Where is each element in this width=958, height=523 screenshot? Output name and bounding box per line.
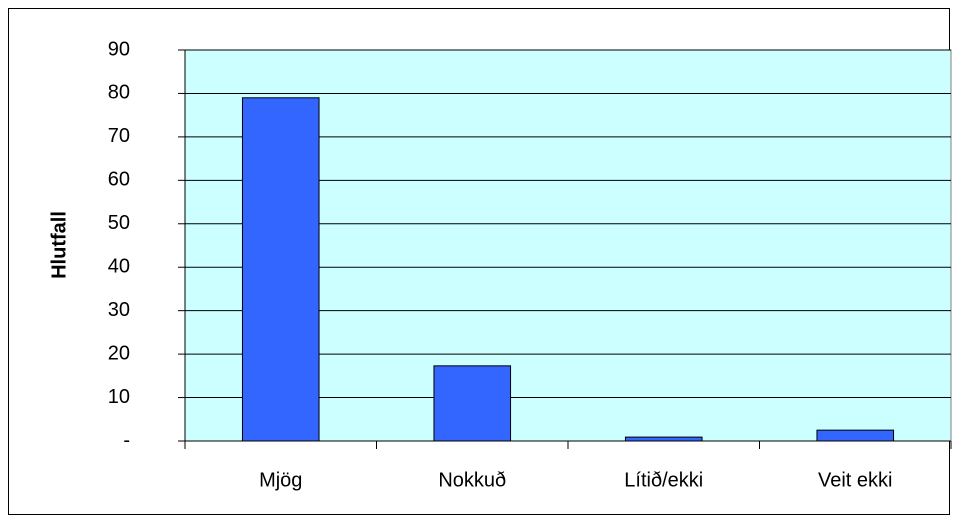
y-tick-label: 80 — [108, 82, 130, 104]
y-tick-label: 30 — [108, 299, 130, 321]
y-tick-label: 90 — [108, 38, 130, 60]
bar — [816, 429, 895, 442]
x-tick-label: Lítið/ekki — [624, 469, 703, 491]
y-tick-label: 60 — [108, 169, 130, 191]
x-tick-label: Mjög — [259, 469, 302, 491]
y-tick-label: 50 — [108, 212, 130, 234]
y-axis-label: Hlutfall — [48, 211, 70, 279]
bar — [433, 365, 512, 442]
x-tick-label: Nokkuð — [438, 469, 506, 491]
y-tick-label: 10 — [108, 386, 130, 408]
y-tick-label: 70 — [108, 125, 130, 147]
y-tick-label: 20 — [108, 342, 130, 364]
bar — [624, 436, 703, 442]
x-tick-label: Veit ekki — [818, 469, 892, 491]
bar — [241, 97, 320, 442]
y-tick-label: 40 — [108, 256, 130, 278]
y-tick-label: - — [123, 429, 130, 451]
